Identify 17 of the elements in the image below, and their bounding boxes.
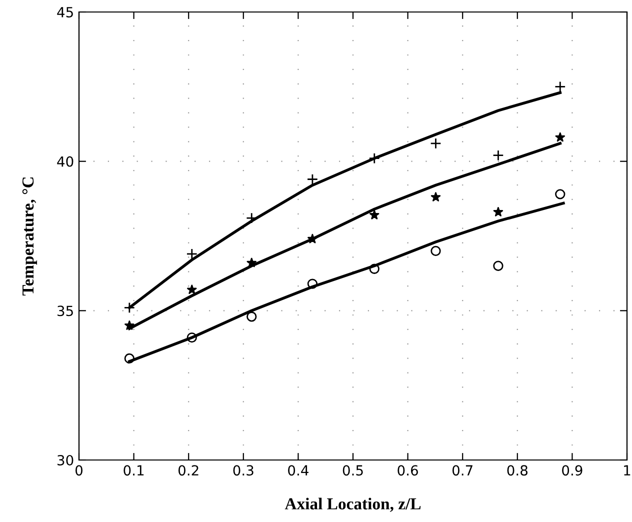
x-tick-label: 0.4 bbox=[288, 465, 308, 476]
x-tick-label: 0.6 bbox=[398, 465, 418, 476]
x-tick-label: 0.5 bbox=[342, 465, 363, 476]
x-tick-label: 1 bbox=[624, 465, 630, 476]
x-tick-label: 0.9 bbox=[562, 465, 582, 476]
x-tick-label: 0 bbox=[75, 465, 82, 476]
x-tick-label: 0.2 bbox=[178, 465, 198, 476]
x-axis-title: Axial Location, z/L bbox=[284, 498, 421, 512]
y-tick-label: 35 bbox=[58, 306, 73, 316]
y-tick-label: 30 bbox=[58, 454, 74, 466]
y-tick-label: 40 bbox=[57, 156, 74, 167]
x-tick-label: 0.1 bbox=[124, 465, 144, 476]
x-tick-label: 0.8 bbox=[507, 465, 528, 476]
y-axis-title: Temperature, °C bbox=[22, 177, 38, 296]
x-tick-label: 0.7 bbox=[452, 465, 472, 476]
x-tick-label: 0.3 bbox=[233, 465, 254, 476]
y-tick-label: 45 bbox=[57, 7, 73, 18]
